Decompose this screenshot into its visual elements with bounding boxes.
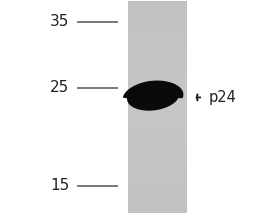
Polygon shape	[124, 81, 183, 110]
Text: 15: 15	[50, 178, 69, 193]
Text: 25: 25	[50, 80, 69, 95]
Text: 35: 35	[50, 15, 69, 30]
Text: p24: p24	[208, 90, 236, 105]
